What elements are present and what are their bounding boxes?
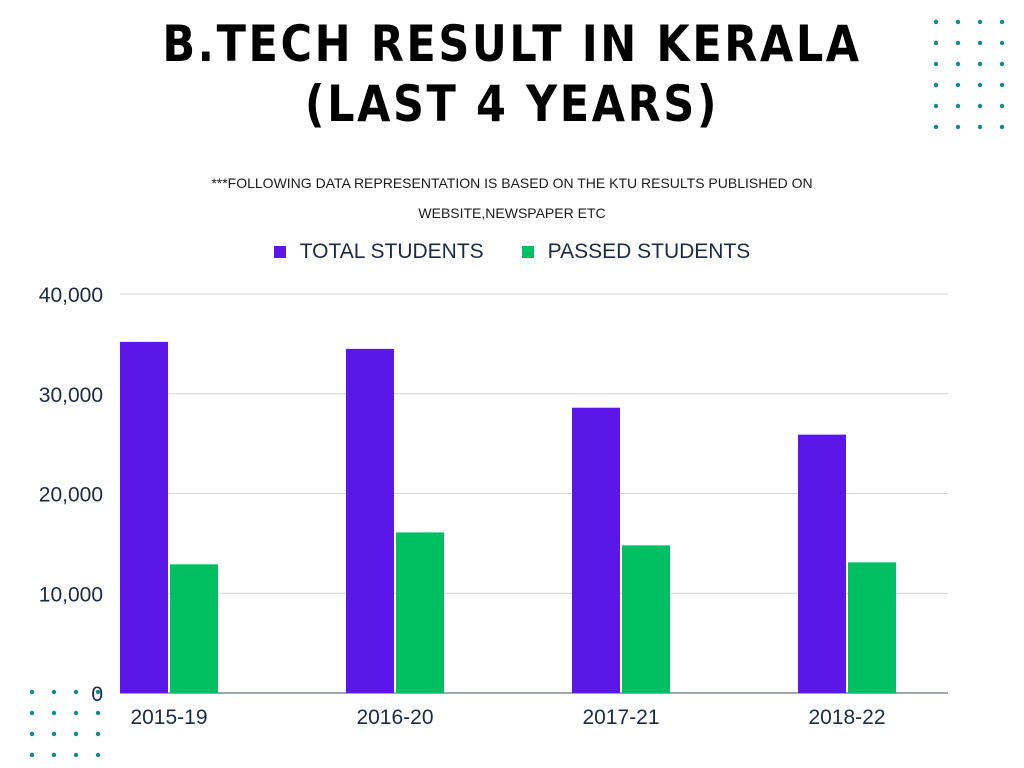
decorative-dot <box>29 731 35 737</box>
decorative-dot <box>977 82 983 88</box>
bar-passed-students <box>170 564 218 693</box>
decorative-dot <box>95 752 101 758</box>
decorative-dots-top-right <box>933 19 1005 130</box>
bar-passed-students <box>396 532 444 693</box>
decorative-dot <box>29 752 35 758</box>
y-tick-label: 20,000 <box>39 484 103 507</box>
bar-total-students <box>798 434 846 693</box>
decorative-dot <box>51 752 57 758</box>
decorative-dot <box>933 82 939 88</box>
decorative-dot <box>73 731 79 737</box>
decorative-dot <box>955 103 961 109</box>
decorative-dot <box>933 61 939 67</box>
decorative-dot <box>977 103 983 109</box>
legend-swatch-total <box>273 246 286 258</box>
legend-item-passed: PASSED STUDENTS <box>521 240 751 264</box>
decorative-dot <box>955 19 961 25</box>
decorative-dot <box>933 103 939 109</box>
bar-passed-students <box>848 562 896 693</box>
decorative-dot <box>977 124 983 130</box>
legend-label-total: TOTAL STUDENTS <box>299 240 484 263</box>
decorative-dot <box>955 61 961 67</box>
chart-legend: TOTAL STUDENTS PASSED STUDENTS <box>0 240 1024 264</box>
decorative-dot <box>999 124 1005 130</box>
bar-passed-students <box>622 545 670 693</box>
title-block: B.TECH RESULT IN KERALA (LAST 4 YEARS) <box>0 14 1024 134</box>
decorative-dot <box>73 752 79 758</box>
legend-label-passed: PASSED STUDENTS <box>547 240 751 263</box>
decorative-dot <box>29 710 35 716</box>
decorative-dot <box>955 40 961 46</box>
y-tick-label: 40,000 <box>39 284 103 307</box>
legend-swatch-passed <box>521 246 534 258</box>
decorative-dot <box>977 61 983 67</box>
decorative-dot <box>999 40 1005 46</box>
x-tick-label: 2017-21 <box>582 706 659 729</box>
decorative-dot <box>95 710 101 716</box>
bar-total-students <box>120 341 168 693</box>
y-tick-label: 10,000 <box>39 583 103 606</box>
decorative-dot <box>977 19 983 25</box>
decorative-dot <box>933 124 939 130</box>
legend-item-total: TOTAL STUDENTS <box>273 240 484 264</box>
decorative-dot <box>73 710 79 716</box>
subtitle-block: ***FOLLOWING DATA REPRESENTATION IS BASE… <box>0 168 1024 228</box>
decorative-dot <box>977 40 983 46</box>
decorative-dot <box>29 689 35 695</box>
decorative-dots-bottom-left <box>29 689 101 758</box>
page-title-line-1: B.TECH RESULT IN KERALA <box>162 15 862 73</box>
y-tick-label: 0 <box>91 683 103 706</box>
decorative-dot <box>999 19 1005 25</box>
x-tick-label: 2018-22 <box>808 706 885 729</box>
bar-total-students <box>572 407 620 693</box>
decorative-dot <box>95 731 101 737</box>
x-tick-label: 2015-19 <box>130 706 207 729</box>
decorative-dot <box>51 710 57 716</box>
decorative-dot <box>51 731 57 737</box>
page-title-line-2: (LAST 4 YEARS) <box>304 75 720 133</box>
subtitle-line-2: WEBSITE,NEWSPAPER ETC <box>418 205 606 221</box>
decorative-dot <box>51 689 57 695</box>
decorative-dot <box>999 103 1005 109</box>
decorative-dot <box>73 689 79 695</box>
decorative-dot <box>999 61 1005 67</box>
decorative-dot <box>999 82 1005 88</box>
y-tick-label: 30,000 <box>39 384 103 407</box>
subtitle-line-1: ***FOLLOWING DATA REPRESENTATION IS BASE… <box>211 175 813 191</box>
decorative-dot <box>933 19 939 25</box>
decorative-dot <box>955 124 961 130</box>
decorative-dot <box>955 82 961 88</box>
decorative-dot <box>933 40 939 46</box>
bar-total-students <box>346 348 394 693</box>
decorative-dot <box>95 689 101 695</box>
x-tick-label: 2016-20 <box>356 706 433 729</box>
